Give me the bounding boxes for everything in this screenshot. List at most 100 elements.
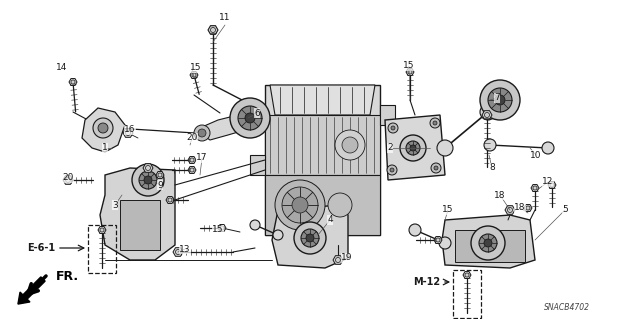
Circle shape [275, 180, 325, 230]
Polygon shape [380, 105, 395, 125]
Circle shape [292, 197, 308, 213]
Polygon shape [208, 26, 218, 34]
Polygon shape [195, 115, 248, 140]
Text: 16: 16 [124, 125, 136, 135]
Polygon shape [265, 85, 380, 235]
Polygon shape [143, 164, 153, 172]
Polygon shape [265, 115, 380, 175]
Polygon shape [69, 78, 77, 85]
Text: 3: 3 [112, 201, 118, 210]
Circle shape [194, 125, 210, 141]
Polygon shape [333, 256, 343, 264]
Circle shape [390, 168, 394, 172]
Circle shape [479, 234, 497, 252]
Circle shape [406, 141, 420, 155]
Circle shape [132, 164, 164, 196]
Circle shape [230, 98, 270, 138]
Polygon shape [120, 200, 160, 250]
Circle shape [144, 176, 152, 184]
Circle shape [471, 226, 505, 260]
Polygon shape [455, 230, 525, 262]
Circle shape [391, 126, 395, 130]
Circle shape [198, 129, 206, 137]
Text: 7: 7 [494, 93, 500, 102]
Circle shape [139, 171, 157, 189]
Circle shape [98, 123, 108, 133]
Polygon shape [270, 85, 375, 115]
Bar [88, 225, 116, 273]
Text: 6: 6 [254, 108, 260, 117]
Polygon shape [385, 115, 445, 180]
Polygon shape [188, 167, 196, 174]
Text: 11: 11 [220, 13, 231, 23]
Circle shape [488, 88, 512, 112]
Polygon shape [442, 215, 535, 268]
Text: 15: 15 [190, 63, 202, 72]
Circle shape [387, 165, 397, 175]
Circle shape [273, 230, 283, 240]
Circle shape [439, 237, 451, 249]
Text: 4: 4 [327, 216, 333, 225]
Circle shape [250, 220, 260, 230]
Polygon shape [98, 226, 106, 234]
Polygon shape [524, 204, 532, 211]
Text: 19: 19 [341, 254, 353, 263]
Polygon shape [218, 225, 226, 232]
Circle shape [431, 163, 441, 173]
Polygon shape [100, 168, 175, 260]
Circle shape [484, 239, 492, 247]
Circle shape [430, 118, 440, 128]
Circle shape [238, 106, 262, 130]
Polygon shape [505, 206, 515, 214]
Text: 20: 20 [62, 174, 74, 182]
Circle shape [234, 116, 246, 128]
Text: 12: 12 [542, 177, 554, 187]
Text: 15: 15 [403, 62, 415, 70]
Polygon shape [265, 175, 380, 235]
Text: SNACB4702: SNACB4702 [544, 303, 590, 313]
Text: 2: 2 [387, 144, 393, 152]
Circle shape [93, 118, 113, 138]
Bar [453, 270, 481, 318]
Text: 9: 9 [157, 181, 163, 189]
Circle shape [495, 95, 505, 105]
Polygon shape [123, 129, 133, 137]
Text: M-12: M-12 [413, 277, 440, 287]
Circle shape [306, 234, 314, 242]
Circle shape [434, 166, 438, 170]
Text: 5: 5 [562, 205, 568, 214]
Polygon shape [463, 271, 471, 278]
Text: 17: 17 [196, 153, 208, 162]
Polygon shape [482, 111, 492, 119]
Circle shape [542, 142, 554, 154]
Circle shape [335, 130, 365, 160]
Circle shape [245, 113, 255, 123]
Text: 18: 18 [515, 204, 525, 212]
Circle shape [282, 187, 318, 223]
Circle shape [388, 123, 398, 133]
Polygon shape [173, 248, 183, 256]
Polygon shape [166, 197, 174, 204]
Text: 13: 13 [179, 244, 191, 254]
Text: 10: 10 [531, 151, 541, 160]
Polygon shape [63, 176, 73, 184]
FancyArrow shape [18, 277, 45, 304]
Polygon shape [82, 108, 125, 152]
Text: 8: 8 [489, 164, 495, 173]
Circle shape [301, 229, 319, 247]
Text: 20: 20 [186, 133, 198, 143]
Polygon shape [531, 184, 539, 191]
Polygon shape [406, 69, 414, 76]
Circle shape [409, 224, 421, 236]
Polygon shape [434, 236, 442, 243]
Polygon shape [188, 157, 196, 163]
Circle shape [437, 140, 453, 156]
Text: 15: 15 [442, 205, 454, 214]
Text: FR.: FR. [56, 270, 79, 283]
Circle shape [484, 139, 496, 151]
Circle shape [480, 104, 496, 120]
Text: 18: 18 [494, 190, 506, 199]
Circle shape [342, 137, 358, 153]
Text: E-6-1: E-6-1 [27, 243, 55, 253]
Circle shape [328, 193, 352, 217]
